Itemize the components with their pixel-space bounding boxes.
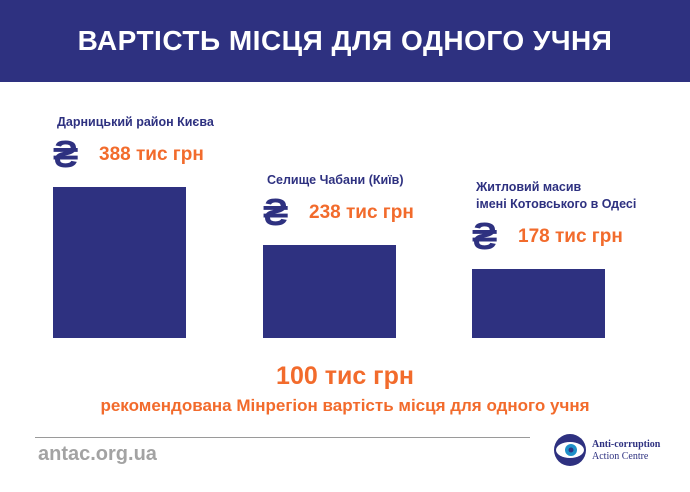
annotation: 100 тис грн [276, 362, 414, 390]
category-label: Житловий масив імені Котовського в Одесі [476, 179, 637, 211]
value-group: ₴ 238 тис грн [263, 192, 414, 235]
category-label: Селище Чабани (Київ) [267, 173, 404, 188]
site-url: antac.org.ua [38, 443, 157, 465]
divider [35, 437, 530, 438]
currency-icon: ₴ [263, 192, 289, 235]
logo-line: Anti-corruption [592, 439, 661, 450]
logo-pupil-center [568, 447, 574, 453]
header: ВАРТІСТЬ МІСЦЯ ДЛЯ ОДНОГО УЧНЯ [0, 0, 690, 82]
value-group: ₴ 388 тис грн [53, 134, 204, 176]
logo-line: Action Centre [592, 451, 649, 462]
chart-title: ВАРТІСТЬ МІСЦЯ ДЛЯ ОДНОГО УЧНЯ [77, 25, 613, 56]
logo: Anti-corruption Action Centre [554, 434, 661, 466]
currency-icon: ₴ [472, 215, 498, 258]
currency-icon: ₴ [53, 134, 79, 176]
bar [472, 268, 605, 338]
value-label: 388 тис грн [99, 144, 204, 165]
annotation-caption: рекомендована Мінрегіон вартість місця д… [100, 396, 590, 415]
category-label: Дарницький район Києва [57, 115, 214, 129]
value-label: 238 тис грн [309, 202, 414, 224]
value-label: 178 тис грн [518, 225, 623, 247]
bar [263, 245, 396, 338]
bar [53, 187, 186, 338]
value-group: ₴ 178 тис грн [472, 215, 623, 258]
